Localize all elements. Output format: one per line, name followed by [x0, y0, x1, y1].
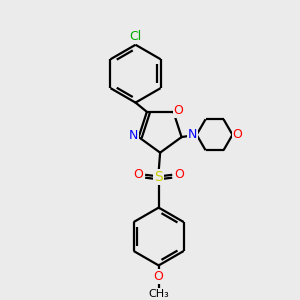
Text: CH₃: CH₃: [148, 290, 169, 299]
Text: S: S: [154, 170, 163, 184]
Text: O: O: [154, 270, 164, 283]
Text: N: N: [188, 128, 197, 141]
Text: Cl: Cl: [129, 30, 142, 43]
Text: N: N: [129, 129, 138, 142]
Text: O: O: [134, 168, 143, 182]
Text: O: O: [174, 168, 184, 182]
Text: O: O: [174, 104, 184, 117]
Text: O: O: [233, 128, 243, 141]
